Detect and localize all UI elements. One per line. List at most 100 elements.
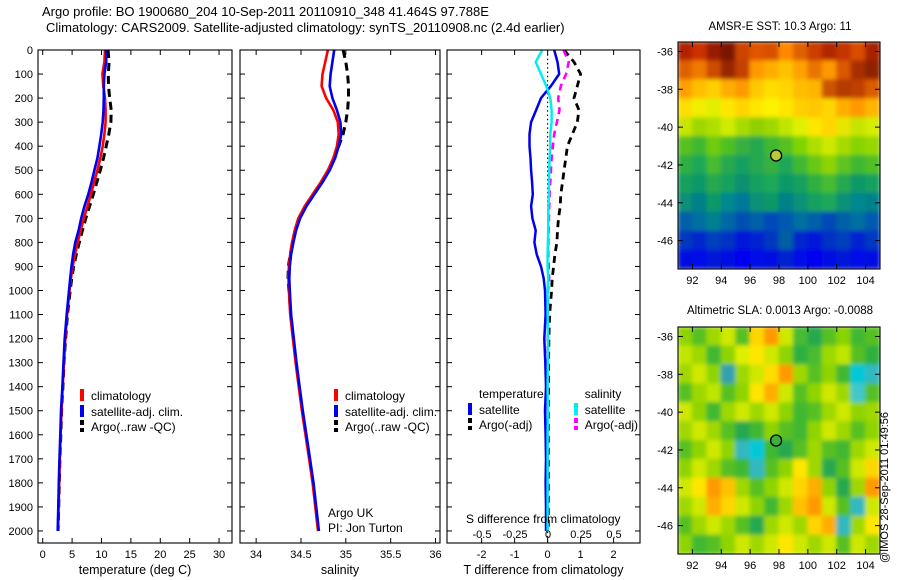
legend-label: Argo(-adj) bbox=[584, 418, 639, 432]
legend-label: satellite-adj. clim. bbox=[91, 404, 184, 419]
figure-title-line1: Argo profile: BO 1900680_204 10-Sep-2011… bbox=[42, 4, 489, 19]
tick-label: 200 bbox=[15, 93, 33, 105]
legend-label: Argo(..raw -QC) bbox=[91, 420, 176, 434]
tick-label: 96 bbox=[744, 560, 756, 572]
legend-item: Argo(..raw -QC) bbox=[80, 420, 183, 436]
climatology-temperature-line bbox=[56, 49, 107, 532]
tick-label: 98 bbox=[773, 275, 785, 287]
tick-label: 35 bbox=[340, 549, 352, 561]
satellite-adjusted-temperature-line bbox=[56, 50, 108, 532]
tick-label: -46 bbox=[657, 236, 673, 248]
satellite-adjusted-salinity-line bbox=[287, 49, 343, 532]
legend-item: Argo(-adj) bbox=[468, 418, 544, 434]
heatmap-cells bbox=[678, 42, 880, 269]
tick-label: 34 bbox=[250, 549, 262, 561]
tick-label: 0.25 bbox=[570, 529, 591, 541]
satellite-adj-swatch bbox=[334, 404, 338, 417]
tick-label: 104 bbox=[856, 275, 874, 287]
axes-frame bbox=[446, 49, 641, 544]
tick-label: -44 bbox=[657, 483, 673, 495]
tick-label: 15 bbox=[125, 549, 137, 561]
amsre-sst-map-argo-position-marker bbox=[769, 149, 783, 162]
tick-label: 800 bbox=[15, 237, 33, 249]
tick-label: 2000 bbox=[9, 526, 33, 538]
tick-label: 96 bbox=[744, 275, 756, 287]
legend-label: climatology bbox=[345, 389, 406, 403]
tick-label: 1000 bbox=[9, 285, 33, 297]
tick-label: 1600 bbox=[9, 430, 33, 442]
tick-label: -40 bbox=[657, 407, 673, 419]
legend-label: climatology bbox=[91, 389, 152, 403]
tick-label: 36 bbox=[429, 549, 441, 561]
salinity-plot-legend: climatology satellite-adj. clim. Argo(..… bbox=[334, 389, 437, 436]
sla-map-title: Altimetric SLA: 0.0013 Argo: -0.0088 bbox=[686, 305, 874, 317]
legend-group-header: salinity bbox=[584, 387, 622, 401]
temperature-profile-plot: 0 5 10 15 20 25 300100200300400500600700800900… bbox=[9, 45, 233, 577]
tick-label: salinity bbox=[321, 563, 360, 577]
tick-label: -42 bbox=[657, 445, 673, 457]
axis-ticks bbox=[447, 49, 640, 543]
tick-label: -40 bbox=[657, 122, 673, 134]
tick-label: 0 bbox=[545, 529, 551, 541]
heatmap-cells bbox=[678, 327, 880, 554]
tick-label: 0 bbox=[40, 549, 46, 561]
tick-label: 102 bbox=[828, 275, 846, 287]
tick-label: -0.25 bbox=[502, 529, 527, 541]
tick-label: 1500 bbox=[9, 406, 33, 418]
tick-label: Argo UK bbox=[328, 506, 373, 520]
tick-label: -0.5 bbox=[473, 529, 492, 541]
tick-label: T difference from climatology bbox=[463, 563, 624, 577]
climatology-swatch bbox=[80, 389, 84, 401]
legend-item: Argo(-adj) bbox=[573, 418, 639, 434]
legend-group-salinity: salinity satellite Argo(-adj) bbox=[573, 387, 639, 434]
tick-label: 500 bbox=[15, 165, 33, 177]
legend-item: climatology bbox=[80, 389, 183, 405]
tick-label: -44 bbox=[657, 198, 673, 210]
axis-ticks bbox=[678, 327, 880, 554]
tick-label: -46 bbox=[657, 521, 673, 533]
legend-group-temperature: temperature satellite Argo(-adj) bbox=[468, 387, 544, 434]
axes-frame bbox=[239, 49, 441, 544]
tick-label: -38 bbox=[657, 84, 673, 96]
tick-label: 10 bbox=[95, 549, 107, 561]
tick-label: 92 bbox=[686, 560, 698, 572]
tick-label: -2 bbox=[477, 549, 487, 561]
tick-label: 30 bbox=[213, 549, 225, 561]
tick-label: 100 bbox=[799, 560, 817, 572]
tick-label: 2 bbox=[611, 549, 617, 561]
amsre-sst-map: 92 94 96 98 100 102 104 -36 -38 -40 -42 -44 -46 bbox=[657, 41, 881, 287]
tick-label: -36 bbox=[657, 46, 673, 58]
temperature-plot-legend: climatology satellite-adj. clim. Argo(..… bbox=[80, 389, 183, 436]
sst-map-title: AMSR-E SST: 10.3 Argo: 11 bbox=[708, 21, 852, 33]
t-diff-satellite-line bbox=[528, 49, 561, 531]
tick-label: 1 bbox=[578, 549, 584, 561]
legend-label: satellite bbox=[584, 402, 626, 417]
tick-label: -42 bbox=[657, 160, 673, 172]
tick-label: 0 bbox=[27, 45, 33, 57]
altimetric-sla-map: 92 94 96 98 100 102 104 -36 -38 -40 -42 -44 -46 bbox=[657, 326, 881, 572]
tick-label: 100 bbox=[15, 69, 33, 81]
tick-label: 1100 bbox=[9, 310, 33, 322]
figure-title-line2: Climatology: CARS2009. Satellite-adjuste… bbox=[46, 20, 565, 35]
climatology-salinity-line bbox=[287, 49, 341, 532]
tick-label: temperature (deg C) bbox=[79, 563, 192, 577]
legend-label: Argo(-adj) bbox=[479, 418, 533, 432]
tick-label: 20 bbox=[154, 549, 166, 561]
legend-item: satellite-adj. clim. bbox=[334, 404, 437, 421]
imos-watermark: @IMOS 28-Sep-2011 01:49:56 bbox=[879, 412, 891, 563]
s-satellite-swatch bbox=[573, 402, 578, 415]
tick-label: PI: Jon Turton bbox=[328, 521, 403, 535]
tick-label: 104 bbox=[856, 560, 874, 572]
tick-label: 900 bbox=[15, 261, 33, 273]
tick-label: 100 bbox=[799, 275, 817, 287]
tick-label: -1 bbox=[510, 549, 520, 561]
legend-item: satellite bbox=[468, 402, 544, 419]
tick-label: 94 bbox=[715, 560, 727, 572]
tick-label: 1900 bbox=[9, 502, 33, 514]
t-satellite-swatch bbox=[468, 402, 472, 415]
tick-label: 94 bbox=[715, 275, 727, 287]
difference-plot-legend: temperature satellite Argo(-adj) salinit… bbox=[468, 387, 638, 434]
